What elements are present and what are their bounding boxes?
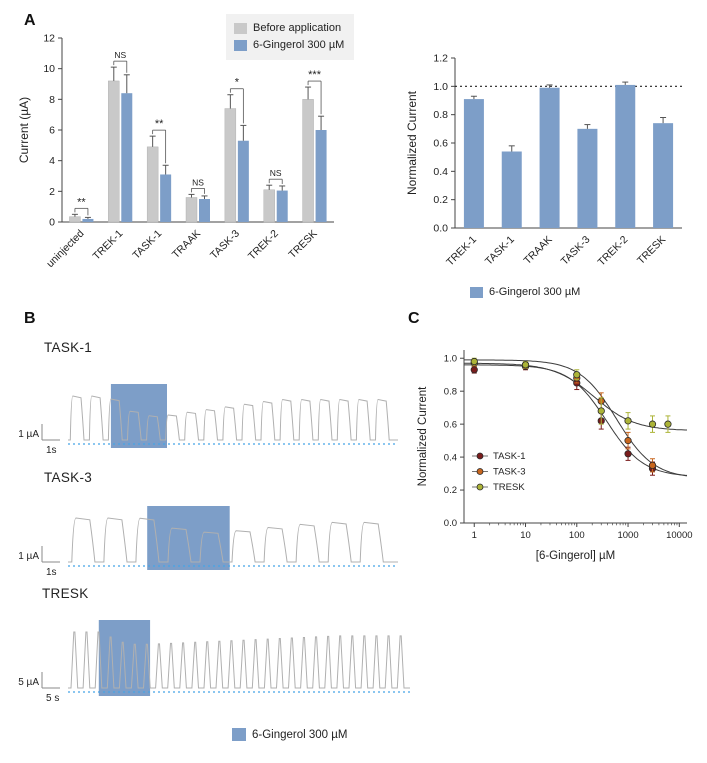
traces-legend: 6-Gingerol 300 µM <box>232 728 347 741</box>
svg-text:TASK-3: TASK-3 <box>208 228 242 262</box>
svg-text:1 µA: 1 µA <box>18 551 39 562</box>
svg-text:TASK-1: TASK-1 <box>130 228 164 262</box>
svg-text:NS: NS <box>114 50 126 60</box>
legend-item-before: Before application <box>234 20 344 37</box>
svg-text:Current (µA): Current (µA) <box>17 97 31 163</box>
svg-text:TREK-1: TREK-1 <box>91 228 126 263</box>
svg-text:NS: NS <box>270 168 282 178</box>
svg-text:0.0: 0.0 <box>433 223 448 235</box>
svg-text:TASK-3: TASK-3 <box>559 234 593 268</box>
svg-text:1.2: 1.2 <box>433 53 448 65</box>
svg-text:10: 10 <box>43 63 55 75</box>
traces-legend-swatch <box>232 728 246 741</box>
task3-trace: 1 µA 1s <box>18 506 398 578</box>
panel-c-label: C <box>408 310 420 327</box>
svg-text:1s: 1s <box>46 567 57 578</box>
before-application-label: Before application <box>253 22 342 34</box>
svg-text:0.8: 0.8 <box>433 109 448 121</box>
svg-text:NS: NS <box>192 177 204 187</box>
svg-text:1s: 1s <box>46 445 57 456</box>
application-legend: Before application 6-Gingerol 300 µM <box>226 14 355 60</box>
svg-text:TRESK: TRESK <box>286 228 319 261</box>
svg-text:4: 4 <box>49 155 55 167</box>
svg-text:1.0: 1.0 <box>433 81 448 93</box>
svg-text:**: ** <box>77 196 86 208</box>
tresk-trace: 5 µA 5 s <box>18 620 410 704</box>
normalized-legend-label: 6-Gingerol 300 µM <box>489 286 581 298</box>
svg-text:1 µA: 1 µA <box>18 429 39 440</box>
svg-text:10000: 10000 <box>666 530 692 541</box>
normalized-legend: 6-Gingerol 300 µM <box>470 286 580 298</box>
svg-text:TRAAK: TRAAK <box>170 228 203 261</box>
svg-text:uninjected: uninjected <box>44 228 86 270</box>
svg-text:5 s: 5 s <box>46 693 59 704</box>
svg-text:0.6: 0.6 <box>444 419 457 430</box>
svg-text:0.2: 0.2 <box>433 194 448 206</box>
normalized-current-bar-chart: 0.0 0.2 0.4 0.6 0.8 1.0 1.2 Normalized Current T… <box>405 53 682 269</box>
svg-text:TRAAK: TRAAK <box>521 234 554 267</box>
svg-text:0.2: 0.2 <box>444 485 457 496</box>
svg-text:Normalized Current: Normalized Current <box>417 386 429 487</box>
svg-text:100: 100 <box>569 530 585 541</box>
svg-text:TREK-2: TREK-2 <box>595 234 630 269</box>
svg-text:TASK-1: TASK-1 <box>483 234 517 268</box>
trace-tresk-label: TRESK <box>42 586 89 601</box>
svg-text:TASK-3: TASK-3 <box>493 467 526 478</box>
svg-text:TREK-2: TREK-2 <box>246 228 281 263</box>
panel-a-label: A <box>24 12 36 29</box>
svg-text:*: * <box>235 77 240 89</box>
normalized-legend-swatch <box>470 286 483 298</box>
dose-response-chart: 0.0 0.2 0.4 0.6 0.8 1.0 1 10 100 1000 10000 [6-Ging… <box>417 350 693 562</box>
svg-text:Normalized Current: Normalized Current <box>405 90 419 195</box>
svg-text:1.0: 1.0 <box>444 353 457 364</box>
svg-text:2: 2 <box>49 186 55 198</box>
svg-text:TRESK: TRESK <box>493 482 525 493</box>
trace-task3-label: TASK-3 <box>44 470 93 485</box>
svg-text:8: 8 <box>49 94 55 106</box>
svg-text:***: *** <box>308 69 322 81</box>
svg-text:0.6: 0.6 <box>433 138 448 150</box>
svg-text:0.0: 0.0 <box>444 518 457 529</box>
gingerol-label: 6-Gingerol 300 µM <box>253 39 345 51</box>
svg-text:6: 6 <box>49 125 55 137</box>
svg-text:TREK-1: TREK-1 <box>444 234 479 269</box>
svg-text:12: 12 <box>43 33 55 45</box>
gingerol-swatch <box>234 40 247 51</box>
svg-text:**: ** <box>155 118 164 130</box>
trace-task1-label: TASK-1 <box>44 340 93 355</box>
panel-b-label: B <box>24 310 36 327</box>
svg-text:0.4: 0.4 <box>444 452 457 463</box>
svg-text:5 µA: 5 µA <box>18 677 39 688</box>
svg-text:TASK-1: TASK-1 <box>493 451 526 462</box>
svg-text:0: 0 <box>49 217 55 229</box>
svg-text:TRESK: TRESK <box>635 234 668 267</box>
svg-text:1: 1 <box>472 530 477 541</box>
traces-legend-label: 6-Gingerol 300 µM <box>252 728 348 741</box>
svg-text:0.4: 0.4 <box>433 166 448 178</box>
task1-trace: 1 µA 1s <box>18 384 398 456</box>
svg-text:0.8: 0.8 <box>444 386 457 397</box>
svg-text:1000: 1000 <box>617 530 638 541</box>
before-application-swatch <box>234 23 247 34</box>
current-bar-chart: 0 2 4 6 8 10 12 Current (µA) uninjected ** TREK-1 N… <box>17 33 334 270</box>
legend-item-gingerol: 6-Gingerol 300 µM <box>234 37 344 54</box>
svg-text:[6-Gingerol] µM: [6-Gingerol] µM <box>536 550 615 562</box>
svg-text:10: 10 <box>520 530 531 541</box>
